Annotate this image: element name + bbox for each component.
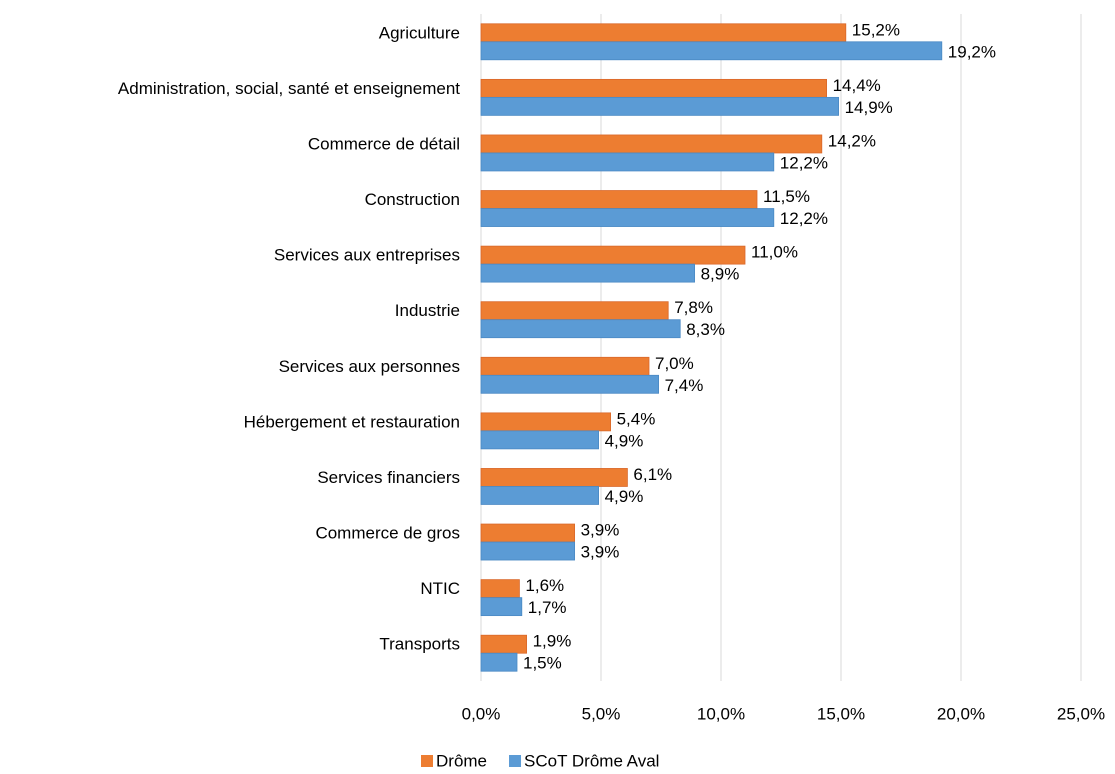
x-tick-label: 15,0% — [817, 704, 865, 723]
value-label: 12,2% — [780, 153, 828, 172]
value-label: 14,4% — [833, 76, 881, 95]
value-label: 1,5% — [523, 654, 562, 673]
bar — [480, 301, 669, 321]
value-label: 11,5% — [763, 187, 810, 206]
category-label: Services aux entreprises — [274, 246, 460, 265]
category-label: Services aux personnes — [279, 357, 460, 376]
value-label: 8,9% — [701, 265, 740, 284]
value-label: 1,9% — [533, 632, 572, 651]
bar — [480, 486, 599, 505]
bar — [480, 78, 828, 98]
bar — [480, 374, 660, 394]
value-label: 6,1% — [633, 465, 672, 484]
bar — [480, 430, 599, 450]
value-label: 1,7% — [528, 598, 567, 617]
bar — [480, 597, 523, 617]
legend-label: SCoT Drôme Aval — [524, 751, 659, 770]
x-tick-label: 20,0% — [937, 704, 985, 723]
legend-swatch — [421, 755, 433, 767]
value-label: 7,8% — [674, 298, 713, 317]
value-label: 7,0% — [655, 354, 694, 373]
value-label: 14,9% — [845, 98, 893, 117]
category-label: Construction — [365, 190, 460, 209]
bar — [480, 190, 758, 209]
bar — [480, 579, 520, 599]
value-label: 8,3% — [686, 320, 725, 339]
bar — [480, 23, 847, 43]
bar — [480, 41, 943, 61]
category-label: Administration, social, santé et enseign… — [118, 79, 460, 98]
bar — [480, 96, 840, 116]
category-label: Hébergement et restauration — [244, 412, 460, 431]
bar — [480, 319, 681, 339]
legend-swatch — [509, 755, 522, 767]
value-label: 5,4% — [617, 409, 656, 428]
bar — [480, 541, 575, 561]
category-label: Agriculture — [379, 23, 460, 42]
value-label: 3,9% — [581, 521, 620, 540]
category-label: Services financiers — [317, 468, 460, 487]
bar — [480, 134, 823, 154]
value-label: 12,2% — [780, 209, 828, 228]
bar — [480, 652, 518, 672]
bar — [480, 634, 527, 654]
category-label: Industrie — [395, 301, 460, 320]
value-label: 4,9% — [605, 431, 644, 450]
value-label: 19,2% — [948, 42, 996, 61]
bar — [480, 263, 696, 283]
bar — [480, 468, 628, 487]
x-tick-label: 10,0% — [697, 704, 745, 723]
bar — [480, 412, 612, 432]
x-tick-label: 5,0% — [582, 704, 621, 723]
bar — [480, 208, 775, 227]
value-label: 7,4% — [665, 376, 704, 395]
value-label: 4,9% — [605, 487, 644, 506]
value-label: 14,2% — [828, 131, 876, 150]
value-label: 11,0% — [751, 243, 798, 262]
category-label: Transports — [379, 635, 460, 654]
value-label: 1,6% — [525, 576, 564, 595]
bar — [480, 523, 575, 543]
category-label: Commerce de détail — [308, 134, 460, 153]
bar — [480, 245, 746, 265]
x-tick-label: 0,0% — [462, 704, 501, 723]
value-label: 15,2% — [852, 20, 900, 39]
bar — [480, 152, 775, 172]
value-label: 3,9% — [581, 543, 620, 562]
bar — [480, 356, 650, 376]
x-tick-label: 25,0% — [1057, 704, 1105, 723]
category-label: NTIC — [420, 579, 460, 598]
legend-label: Drôme — [436, 751, 487, 770]
category-label: Commerce de gros — [315, 524, 460, 543]
